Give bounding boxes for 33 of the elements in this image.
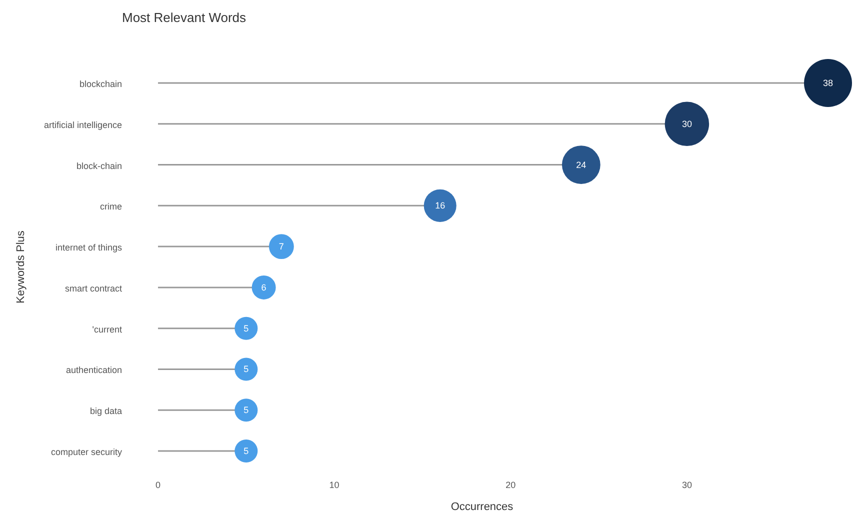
x-tick-label: 10 — [329, 480, 340, 490]
y-tick-label: smart contract — [64, 283, 122, 294]
y-tick-label: artificial intelligence — [44, 120, 122, 130]
y-tick-label: authentication — [66, 365, 122, 376]
chart-title: Most Relevant Words — [122, 10, 247, 25]
data-label: 7 — [278, 242, 284, 252]
y-tick-label: crime — [100, 202, 122, 212]
y-axis-title: Keywords Plus — [15, 230, 27, 304]
data-label: 5 — [244, 405, 249, 416]
data-label: 24 — [576, 160, 586, 170]
x-tick-label: 0 — [155, 480, 161, 490]
point — [234, 358, 258, 381]
y-tick-label: big data — [90, 406, 122, 416]
data-label: 38 — [822, 78, 834, 88]
data-label: 5 — [244, 364, 249, 374]
x-tick-label: 30 — [682, 480, 692, 490]
y-tick-label: internet of things — [55, 242, 122, 253]
point — [234, 316, 258, 340]
y-tick-label: blockchain — [79, 79, 122, 89]
data-label: 5 — [244, 446, 249, 456]
point — [234, 439, 258, 463]
data-label: 16 — [435, 200, 446, 211]
point — [268, 234, 294, 260]
data-label: 30 — [682, 118, 692, 129]
x-axis-title: Occurrences — [450, 501, 514, 513]
y-tick-label: 'current — [92, 324, 122, 334]
point — [252, 275, 276, 300]
y-tick-label: computer security — [50, 447, 122, 457]
x-tick-label: 20 — [506, 480, 516, 490]
data-label: 6 — [261, 282, 266, 292]
data-label: 5 — [244, 323, 249, 334]
point — [234, 398, 258, 422]
y-tick-label: block-chain — [76, 160, 122, 171]
